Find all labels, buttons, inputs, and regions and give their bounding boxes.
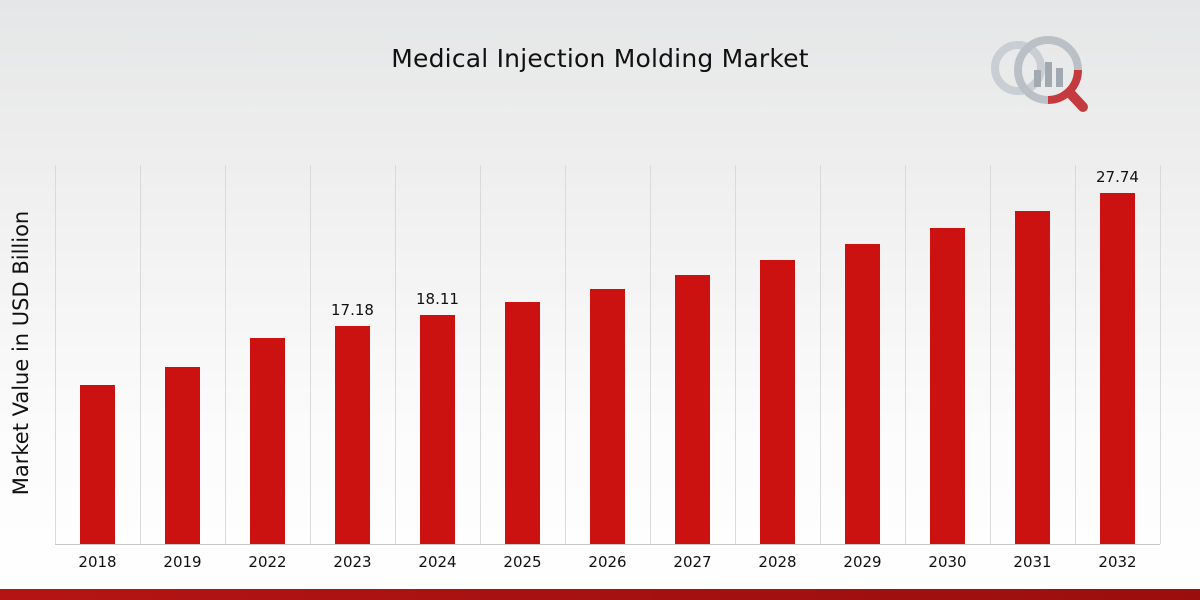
x-tick-2024: 2024 bbox=[418, 553, 457, 571]
bar-value-label: 18.11 bbox=[416, 289, 459, 308]
x-tick-2025: 2025 bbox=[503, 553, 542, 571]
gridline bbox=[990, 165, 991, 544]
bar-2018 bbox=[80, 385, 115, 544]
bar-2029 bbox=[845, 244, 880, 544]
bar-2024 bbox=[420, 314, 455, 544]
bar-2032 bbox=[1100, 192, 1135, 544]
bar-2022 bbox=[250, 337, 285, 544]
gridline bbox=[1160, 165, 1161, 544]
plot-area: 17.18 18.11 27.74 bbox=[55, 165, 1161, 545]
x-tick-2028: 2028 bbox=[758, 553, 797, 571]
y-axis-title: Market Value in USD Billion bbox=[4, 160, 38, 545]
gridline bbox=[140, 165, 141, 544]
y-axis-title-text: Market Value in USD Billion bbox=[9, 210, 34, 495]
bar-2031 bbox=[1015, 210, 1050, 544]
gridlines-layer bbox=[55, 165, 1161, 544]
brand-logo bbox=[990, 24, 1090, 116]
chart-title: Medical Injection Molding Market bbox=[391, 44, 809, 73]
bar-2028 bbox=[760, 260, 795, 544]
gridline bbox=[650, 165, 651, 544]
x-tick-2029: 2029 bbox=[843, 553, 882, 571]
gridline bbox=[480, 165, 481, 544]
gridline bbox=[820, 165, 821, 544]
bar-2026 bbox=[590, 288, 625, 544]
bar-2030 bbox=[930, 228, 965, 544]
x-tick-2026: 2026 bbox=[588, 553, 627, 571]
bar-value-label: 17.18 bbox=[331, 301, 374, 320]
bar-2019 bbox=[165, 367, 200, 544]
gridline bbox=[55, 165, 56, 544]
x-tick-2027: 2027 bbox=[673, 553, 712, 571]
x-tick-2022: 2022 bbox=[248, 553, 287, 571]
magnifier-barchart-icon bbox=[991, 36, 1088, 112]
x-tick-2018: 2018 bbox=[78, 553, 117, 571]
gridline bbox=[735, 165, 736, 544]
x-tick-2030: 2030 bbox=[928, 553, 967, 571]
gridline bbox=[395, 165, 396, 544]
x-tick-2019: 2019 bbox=[163, 553, 202, 571]
gridline bbox=[1075, 165, 1076, 544]
bars-layer: 17.18 18.11 27.74 bbox=[55, 165, 1160, 544]
bar-2023 bbox=[335, 326, 370, 544]
bar-value-label: 27.74 bbox=[1096, 167, 1139, 186]
gridline bbox=[225, 165, 226, 544]
gridline bbox=[565, 165, 566, 544]
gridline bbox=[310, 165, 311, 544]
bar-2025 bbox=[505, 302, 540, 544]
footer-accent-bar bbox=[0, 589, 1200, 600]
gridline bbox=[905, 165, 906, 544]
x-tick-2031: 2031 bbox=[1013, 553, 1052, 571]
x-tick-2032: 2032 bbox=[1098, 553, 1137, 571]
x-tick-2023: 2023 bbox=[333, 553, 372, 571]
bar-2027 bbox=[675, 274, 710, 544]
